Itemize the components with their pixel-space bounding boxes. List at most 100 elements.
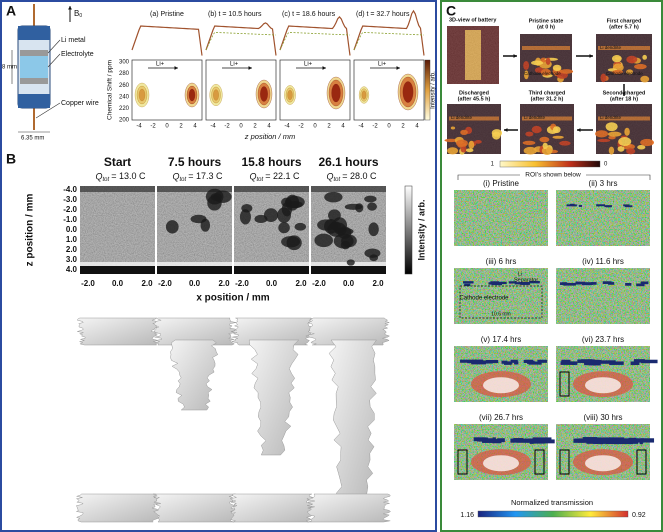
y-tick-label: 1.0 — [66, 235, 78, 244]
x-tick-label: -4 — [358, 124, 364, 130]
panel-ab-border — [0, 0, 437, 532]
leader — [47, 39, 61, 54]
charge-sub: tot — [257, 177, 264, 183]
lithium-deposit — [514, 361, 519, 365]
y-tick-label: 200 — [119, 118, 130, 124]
dendrite-shadow — [281, 236, 301, 248]
x-tick-label: 2.0 — [295, 279, 307, 288]
dendrite-render — [170, 339, 219, 411]
contour — [361, 90, 367, 100]
x-tick-label: 0.0 — [189, 279, 201, 288]
dendrite-shadow — [190, 214, 207, 224]
colorbar — [404, 185, 413, 275]
roi-outline — [459, 285, 543, 319]
roi-title: (ii) 3 hrs — [589, 179, 618, 188]
contour — [213, 89, 219, 101]
mri-bottom — [80, 262, 155, 266]
lithium-deposit — [492, 439, 502, 444]
view-title: Discharged — [459, 90, 489, 96]
x-tick-label: -2.0 — [158, 279, 172, 288]
lithium-deposit — [510, 438, 514, 443]
y-tick-label: -1.0 — [63, 215, 77, 224]
dendrite-shadow — [263, 208, 279, 222]
lithium-deposit — [582, 437, 598, 442]
lithium-render — [153, 317, 237, 346]
y-tick-label: 4.0 — [66, 265, 78, 274]
cathode-render — [75, 493, 161, 523]
contour — [138, 88, 146, 102]
view-time: (after 45.5 h) — [458, 96, 491, 102]
colorbar-tick: 0 — [604, 162, 608, 168]
lithium-deposit — [491, 282, 503, 286]
reference-profile — [353, 31, 425, 51]
lithium-deposit — [501, 360, 508, 364]
colorbar-label: Intensity / arb. — [416, 199, 426, 260]
lithium-deposit — [521, 282, 528, 285]
y-tick-label: -4.0 — [63, 185, 77, 194]
reference-profile — [205, 31, 277, 51]
dendrite-shadow — [327, 222, 347, 237]
view-title: Pristine state — [529, 18, 564, 24]
lithium-render — [231, 317, 314, 346]
x-tick-label: 4 — [267, 124, 271, 130]
arrow-label: Li+ — [230, 62, 239, 68]
y-axis-label: Chemical Shift / ppm — [107, 60, 114, 120]
x-tick-label: 2 — [253, 124, 257, 130]
x-tick-label: 2 — [327, 124, 331, 130]
roi-annotation: Cathode electrode — [459, 296, 509, 302]
x-tick-label: 4 — [341, 124, 345, 130]
lithium-deposit — [563, 282, 577, 286]
battery-photo-noise — [447, 26, 499, 84]
cathode-change — [585, 455, 621, 472]
y-tick-label: -2.0 — [63, 205, 77, 214]
roi-noise — [454, 190, 548, 246]
mri-bottom — [234, 262, 309, 266]
li-metal — [20, 78, 48, 84]
contour — [260, 86, 268, 102]
view-annotation: Li dendrite — [524, 115, 546, 120]
column-title: 26.1 hours — [318, 155, 378, 169]
mri-bottom — [157, 262, 232, 266]
charge-sub: tot — [103, 177, 110, 183]
lithium-deposit — [510, 359, 518, 363]
arrow-head — [248, 66, 252, 70]
roi-title: (vii) 26.7 hrs — [479, 413, 523, 422]
view-time: (after 18 h) — [610, 96, 638, 102]
view-time: (after 5.7 h) — [609, 24, 639, 30]
charge-value: = 17.3 C — [188, 171, 223, 181]
lithium-deposit — [537, 359, 547, 363]
cell-cap — [18, 94, 50, 108]
cathode-render — [229, 493, 314, 523]
lithium-deposit — [604, 205, 612, 208]
label: Copper wire — [61, 100, 99, 107]
dendrite-shadow — [355, 203, 364, 213]
arrow-head — [396, 66, 400, 70]
charge-value: = 28.0 C — [342, 171, 377, 181]
lithium-deposit — [560, 361, 578, 365]
x-tick-label: 4 — [415, 124, 419, 130]
colorbar-tick: 1 — [491, 162, 495, 168]
lithium-deposit — [636, 283, 645, 287]
cathode-change — [483, 377, 519, 394]
mri-bottom — [311, 266, 386, 274]
x-tick-label: -2 — [372, 124, 378, 130]
dendrite-shadow — [346, 259, 355, 266]
lithium-deposit — [596, 204, 606, 207]
colorbar — [477, 510, 629, 518]
lithium-deposit — [571, 361, 576, 365]
colorbar-tick: 0.92 — [632, 512, 646, 519]
x-tick-label: 2.0 — [218, 279, 230, 288]
y-tick-label: 300 — [119, 60, 130, 66]
lithium-render — [77, 317, 161, 346]
dendrite-shadow — [165, 220, 179, 234]
lithium-deposit — [529, 281, 540, 284]
lithium-deposit — [485, 359, 499, 364]
profile — [279, 16, 351, 56]
lithium-deposit — [608, 282, 615, 285]
arrow-head — [174, 66, 178, 70]
dendrite-box — [534, 449, 545, 475]
charge-label: Qtot = 13.0 C — [96, 171, 146, 182]
lithium-deposit — [467, 360, 472, 364]
x-tick-label: -2 — [150, 124, 156, 130]
